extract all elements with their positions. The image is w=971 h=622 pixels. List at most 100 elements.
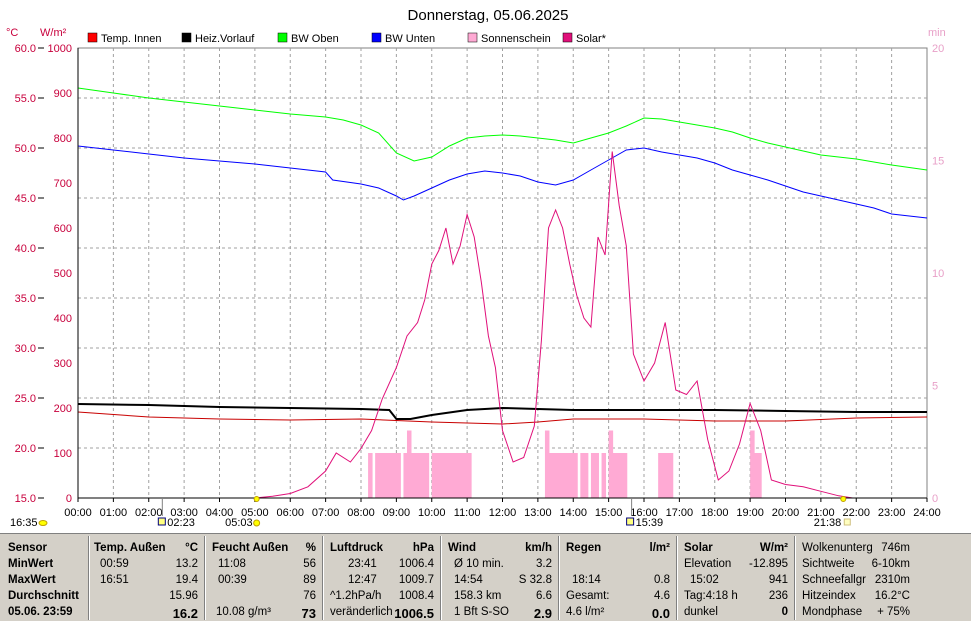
moon-lower-time: 15:39 xyxy=(636,517,664,529)
humid-now: 73 xyxy=(301,606,316,621)
sunshine-bar xyxy=(612,453,617,498)
chart-title: Donnerstag, 05.06.2025 xyxy=(408,7,569,24)
solar-title: Solar xyxy=(684,542,713,554)
rain-r3: 4.6 xyxy=(654,590,670,602)
sunshine-bar xyxy=(619,453,624,498)
press-min-time: 23:41 xyxy=(348,558,377,570)
y-min-tick-label: 20 xyxy=(932,43,944,55)
sunshine-bar xyxy=(431,453,437,498)
sunrise-icon xyxy=(253,496,260,502)
x-tick-label: 13:00 xyxy=(524,507,552,519)
sunshine-bar xyxy=(375,453,380,498)
solar-r3-label: Tag:4:18 h xyxy=(684,590,738,602)
humid-min-time: 11:08 xyxy=(218,558,246,570)
legend-label: Heiz.Vorlauf xyxy=(195,33,255,45)
y-temp-tick-label: 25.0 xyxy=(15,393,36,405)
temp-unit: °C xyxy=(185,542,198,554)
rain-r4-label: 4.6 l/m² xyxy=(566,606,605,618)
x-tick-label: 15:00 xyxy=(595,507,623,519)
stats-solar: Solar W/m² Elevation -12.895 15:02 941 Tag:… xyxy=(680,538,792,620)
solar-r1-label: Elevation xyxy=(684,558,732,570)
x-tick-label: 18:00 xyxy=(701,507,729,519)
wind-r1: 3.2 xyxy=(536,558,552,570)
x-tick-label: 06:00 xyxy=(276,507,304,519)
sunshine-bar xyxy=(590,453,596,498)
y-power-tick-label: 300 xyxy=(54,358,72,370)
sunshine-bar xyxy=(414,453,419,498)
sunshine-bar xyxy=(566,453,571,498)
x-tick-label: 12:00 xyxy=(489,507,517,519)
wind-r3: 6.6 xyxy=(536,590,552,602)
sunshine-bar xyxy=(562,453,568,498)
humid-min: 56 xyxy=(303,558,316,570)
x-tick-label: 23:00 xyxy=(878,507,906,519)
sunset-icon xyxy=(840,496,847,502)
sunshine-bar xyxy=(452,453,458,498)
temp-max-time: 16:51 xyxy=(100,574,129,586)
x-tick-label: 02:00 xyxy=(135,507,163,519)
extra-label-1: Sichtweite xyxy=(802,558,855,570)
wind-r2: S 32.8 xyxy=(518,574,552,586)
stats-temp: Temp. Außen °C 00:59 13.2 16:51 19.4 15.96 … xyxy=(92,538,202,621)
rain-unit: l/m² xyxy=(649,542,670,554)
sunshine-bar xyxy=(463,453,469,498)
sunshine-bar xyxy=(424,453,430,498)
humid-abs: 10.08 g/m³ xyxy=(216,606,271,618)
extra-value-0: 746m xyxy=(881,542,910,554)
wind-r4: 2.9 xyxy=(533,606,552,621)
series-lines xyxy=(77,87,928,499)
sunshine-bar xyxy=(421,453,426,498)
legend-label: Solar* xyxy=(576,33,607,45)
sunshine-bar xyxy=(467,453,472,498)
y-power-tick-label: 600 xyxy=(54,223,72,235)
sunshine-bar xyxy=(573,453,578,498)
sensor-label: Sensor xyxy=(8,542,47,554)
sunshine-bar xyxy=(392,453,398,498)
y-temp-tick-label: 60.0 xyxy=(15,43,36,55)
x-tick-label: 16:00 xyxy=(630,507,658,519)
y-power-tick-label: 700 xyxy=(54,178,72,190)
sunshine-bar xyxy=(378,453,384,498)
y-power-tick-label: 500 xyxy=(54,268,72,280)
extra-label-2: Schneefallgr xyxy=(802,574,866,586)
stats-rain: Regen l/m² 18:14 0.8 Gesamt: 4.6 4.6 l/m² 0.… xyxy=(562,538,674,621)
legend-label: BW Unten xyxy=(385,33,435,45)
x-tick-label: 09:00 xyxy=(383,507,411,519)
y-temp-tick-label: 35.0 xyxy=(15,293,36,305)
chart-legend: Temp. Innen Heiz.Vorlauf BW Oben BW Unten So… xyxy=(87,32,607,45)
chart-grid xyxy=(77,47,928,499)
legend-swatch xyxy=(371,32,382,43)
stats-extra: Wolkenunterg 746m Sichtweite 6-10km Schnee… xyxy=(798,538,912,620)
y-min-tick-label: 10 xyxy=(932,268,944,280)
sunset-time: 21:38 xyxy=(814,517,842,529)
press-trend-label: ^1.2hPa/h xyxy=(330,590,382,602)
sunshine-bar xyxy=(594,453,599,498)
wind-title: Wind xyxy=(448,542,476,554)
wind-r1-label: Ø 10 min. xyxy=(454,558,504,570)
sunshine-bar xyxy=(403,453,408,498)
x-tick-label: 20:00 xyxy=(772,507,800,519)
sunshine-bar xyxy=(750,430,755,498)
temp-min-time: 00:59 xyxy=(100,558,129,570)
extra-value-1: 6-10km xyxy=(871,558,910,570)
sunshine-bar xyxy=(615,453,621,498)
extra-label-0: Wolkenunterg xyxy=(802,542,873,554)
x-tick-label: 03:00 xyxy=(170,507,198,519)
sunshine-bar xyxy=(622,453,628,498)
sunshine-bar xyxy=(753,453,759,498)
legend-swatch xyxy=(181,32,192,43)
sunshine-bar xyxy=(661,453,667,498)
y-min-tick-label: 5 xyxy=(932,381,938,393)
x-tick-label: 11:00 xyxy=(454,507,481,519)
stats-humid: Feucht Außen% 11:08 56 00:39 89 76 10.08 g… xyxy=(208,538,320,621)
sunshine-bar xyxy=(389,453,394,498)
extra-value-2: 2310m xyxy=(874,574,910,586)
press-max-time: 12:47 xyxy=(348,574,377,586)
sunshine-bar xyxy=(757,453,762,498)
temp-min: 13.2 xyxy=(175,558,198,570)
x-tick-label: 05:00 xyxy=(241,507,269,519)
sunshine-bar xyxy=(555,453,561,498)
wind-r4-label: 1 Bft S-SO xyxy=(454,606,509,618)
y-min-tick-label: 15 xyxy=(932,156,944,168)
solar-r1: -12.895 xyxy=(748,558,788,570)
